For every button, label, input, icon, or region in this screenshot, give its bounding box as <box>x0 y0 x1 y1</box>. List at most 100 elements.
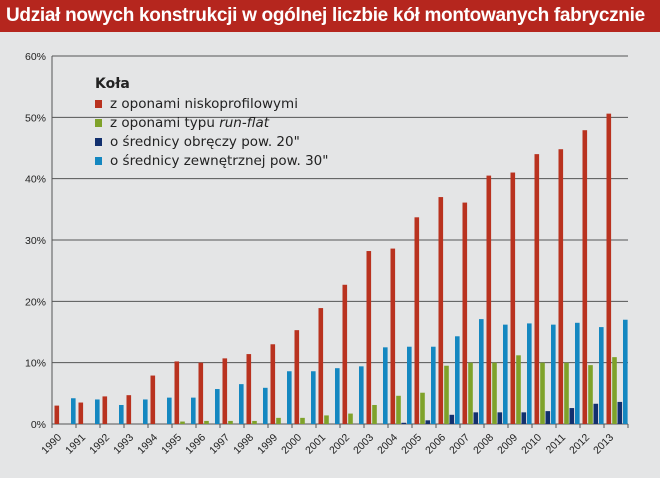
bar-low-profile <box>414 217 420 424</box>
bar-rim-20 <box>473 412 479 424</box>
legend-item: o średnicy obręczy pow. 20" <box>95 132 328 151</box>
bar-run-flat <box>228 420 233 424</box>
x-tick-label: 1997 <box>207 432 232 457</box>
bar-low-profile <box>270 344 276 424</box>
bar-rim-20 <box>569 408 575 424</box>
bar-run-flat <box>468 362 473 424</box>
bar-diameter-30 <box>287 371 292 424</box>
x-tick-label: 2005 <box>399 432 424 457</box>
x-tick-label: 2000 <box>279 432 304 457</box>
bar-diameter-30 <box>335 368 340 424</box>
chart-title: Udział nowych konstrukcji w ogólnej licz… <box>0 0 660 32</box>
bar-run-flat <box>372 404 377 424</box>
x-tick-label: 2007 <box>447 432 472 457</box>
bar-diameter-30 <box>263 387 268 424</box>
bar-rim-20 <box>449 414 455 424</box>
bar-run-flat <box>324 415 329 424</box>
y-tick-label: 50% <box>25 112 46 124</box>
bar-rim-20 <box>593 403 599 424</box>
bar-rim-20 <box>497 412 503 424</box>
x-tick-label: 1998 <box>231 432 256 457</box>
bar-diameter-30 <box>311 371 316 424</box>
x-tick-label: 2003 <box>351 432 376 457</box>
bar-low-profile <box>246 354 252 424</box>
legend-title: Koła <box>95 76 130 92</box>
y-tick-label: 10% <box>25 358 46 370</box>
legend-swatch <box>95 137 102 146</box>
legend-swatch <box>95 118 102 127</box>
bar-diameter-30 <box>431 346 436 424</box>
bar-run-flat <box>396 395 401 424</box>
bar-run-flat <box>180 421 185 424</box>
bar-diameter-30 <box>527 323 532 424</box>
bar-low-profile <box>342 284 348 424</box>
bar-diameter-30 <box>623 319 628 424</box>
bar-low-profile <box>486 175 492 424</box>
y-tick-label: 20% <box>25 296 46 308</box>
bar-rim-20 <box>521 412 527 424</box>
bar-diameter-30 <box>479 319 484 424</box>
legend-item: o średnicy zewnętrznej pow. 30" <box>95 151 328 170</box>
y-tick-label: 40% <box>25 174 46 186</box>
bar-run-flat <box>276 417 281 424</box>
bar-diameter-30 <box>383 347 388 424</box>
bar-run-flat <box>204 420 209 424</box>
bar-diameter-30 <box>455 336 460 424</box>
bar-low-profile <box>390 248 396 424</box>
x-tick-label: 2011 <box>544 432 569 457</box>
bar-run-flat <box>252 420 257 424</box>
x-tick-label: 2006 <box>423 432 448 457</box>
legend-item: z oponami typu run-flat <box>95 113 328 132</box>
bar-diameter-30 <box>143 399 148 424</box>
x-tick-label: 1996 <box>183 432 208 457</box>
bar-diameter-30 <box>95 399 100 424</box>
bar-rim-20 <box>545 411 551 424</box>
x-tick-label: 2008 <box>471 432 496 457</box>
x-tick-label: 2010 <box>519 432 544 457</box>
x-tick-label: 1993 <box>111 432 136 457</box>
bar-run-flat <box>612 357 617 424</box>
x-tick-label: 2004 <box>375 432 400 457</box>
bar-run-flat <box>492 362 497 424</box>
y-tick-label: 60% <box>25 51 46 63</box>
bar-run-flat <box>300 417 305 424</box>
bar-diameter-30 <box>71 398 76 424</box>
bar-diameter-30 <box>215 389 220 424</box>
bar-diameter-30 <box>359 366 364 424</box>
bar-diameter-30 <box>191 397 196 424</box>
bar-run-flat <box>444 365 449 424</box>
x-tick-label: 1992 <box>87 432 112 457</box>
bar-diameter-30 <box>167 397 172 424</box>
bar-diameter-30 <box>119 404 124 424</box>
bar-low-profile <box>606 113 612 425</box>
bar-diameter-30 <box>599 327 604 424</box>
bar-low-profile <box>318 308 324 424</box>
bar-low-profile <box>198 362 204 424</box>
x-tick-label: 2009 <box>495 432 520 457</box>
legend: Koła z oponami niskoprofilowymi z oponam… <box>95 76 328 170</box>
legend-swatch <box>95 156 102 165</box>
x-tick-label: 1994 <box>135 432 160 457</box>
x-tick-label: 2001 <box>303 432 328 457</box>
legend-item: z oponami niskoprofilowymi <box>95 94 328 113</box>
bar-diameter-30 <box>239 384 244 424</box>
bar-run-flat <box>420 392 425 424</box>
bar-low-profile <box>150 375 156 424</box>
bar-low-profile <box>54 405 60 424</box>
bar-diameter-30 <box>503 324 508 424</box>
bar-low-profile <box>534 154 540 424</box>
bar-low-profile <box>294 330 300 424</box>
x-tick-label: 1995 <box>159 432 184 457</box>
bar-diameter-30 <box>575 322 580 424</box>
x-tick-label: 2002 <box>327 432 352 457</box>
bar-run-flat <box>348 413 353 424</box>
y-tick-label: 30% <box>25 235 46 247</box>
x-tick-label: 2013 <box>591 432 616 457</box>
bar-low-profile <box>102 396 108 424</box>
x-tick-label: 2012 <box>567 432 592 457</box>
x-tick-label: 1999 <box>255 432 280 457</box>
bar-low-profile <box>438 197 444 424</box>
bar-low-profile <box>366 251 372 424</box>
bar-low-profile <box>510 172 516 424</box>
